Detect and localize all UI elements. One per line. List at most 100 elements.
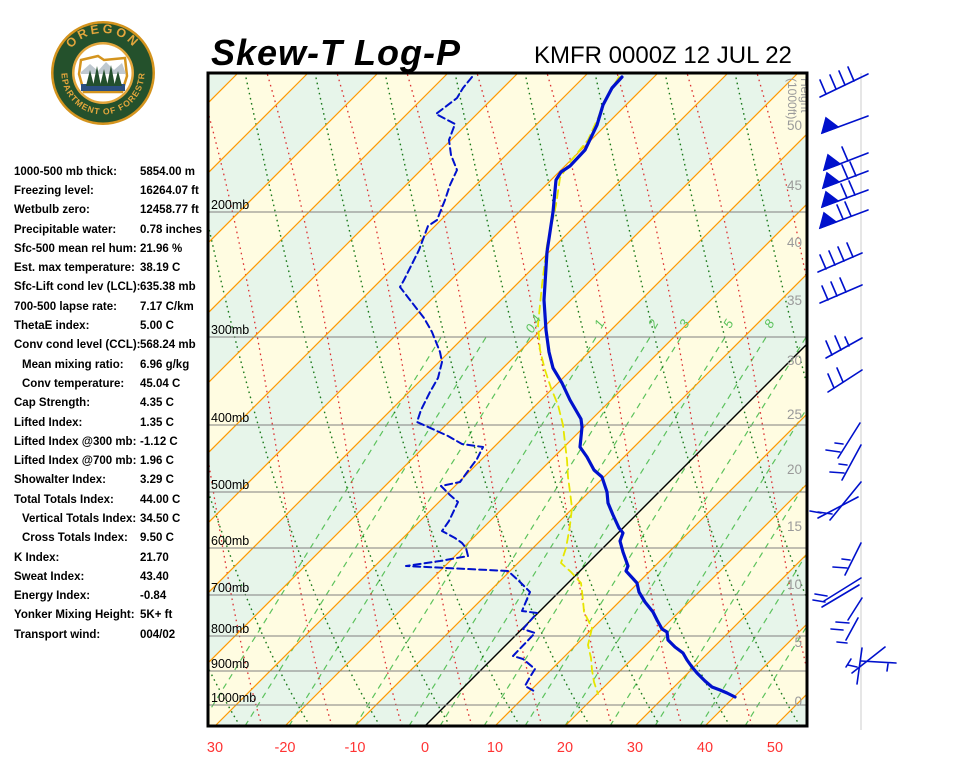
- svg-text:10: 10: [487, 740, 503, 756]
- stats-label: ThetaE index:: [14, 320, 90, 333]
- stats-label: Sfc-500 mean rel hum:: [14, 242, 137, 255]
- stats-value: 21.70: [140, 551, 169, 564]
- stats-value: 1.35 C: [140, 416, 174, 429]
- stats-value: 21.96 %: [140, 242, 183, 255]
- stats-label: Conv cond level (CCL):: [14, 339, 141, 352]
- stats-value: 3.29 C: [140, 474, 174, 487]
- stats-value: 43.40: [140, 570, 169, 583]
- svg-text:30: 30: [627, 740, 643, 756]
- stats-value: 004/02: [140, 628, 176, 641]
- stats-label: Conv temperature:: [22, 377, 125, 390]
- stats-row: Conv cond level (CCL): 568.24 mb: [14, 336, 214, 355]
- svg-text:(1000ft): (1000ft): [785, 78, 799, 119]
- stats-label: K Index:: [14, 551, 60, 564]
- stats-row: Sfc-Lift cond lev (LCL): 635.38 mb: [14, 278, 214, 297]
- oregon-forestry-logo-icon: OREGON DEPARTMENT OF FORESTRY: [44, 8, 158, 135]
- svg-text:20: 20: [787, 462, 802, 477]
- stats-label: 1000-500 mb thick:: [14, 165, 117, 178]
- stats-row: Lifted Index @700 mb: 1.96 C: [14, 451, 214, 470]
- stats-label: Showalter Index:: [14, 474, 107, 487]
- svg-text:-20: -20: [275, 740, 296, 756]
- stats-row: Vertical Totals Index: 34.50 C: [14, 509, 214, 528]
- stats-value: 12458.77 ft: [140, 204, 199, 217]
- stats-row: 700-500 lapse rate: 7.17 C/km: [14, 297, 214, 316]
- stats-row: Wetbulb zero: 12458.77 ft: [14, 201, 214, 220]
- svg-text:40: 40: [697, 740, 713, 756]
- stats-value: 635.38 mb: [140, 281, 196, 294]
- stats-label: Transport wind:: [14, 628, 101, 641]
- stats-row: Lifted Index: 1.35 C: [14, 413, 214, 432]
- svg-text:15: 15: [787, 519, 802, 534]
- stats-label: Wetbulb zero:: [14, 204, 90, 217]
- svg-text:1000mb: 1000mb: [211, 691, 256, 705]
- stats-row: Energy Index: -0.84: [14, 587, 214, 606]
- stats-label: Cap Strength:: [14, 397, 91, 410]
- stats-label: Cross Totals Index:: [22, 532, 128, 545]
- stats-row: Sfc-500 mean rel hum: 21.96 %: [14, 239, 214, 258]
- stats-label: Est. max temperature:: [14, 262, 135, 275]
- stats-label: 700-500 lapse rate:: [14, 300, 117, 313]
- svg-text:500mb: 500mb: [211, 478, 249, 492]
- stats-value: 34.50 C: [140, 512, 181, 525]
- stats-label: Mean mixing ratio:: [22, 358, 124, 371]
- stats-row: Conv temperature: 45.04 C: [14, 374, 214, 393]
- stats-row: Precipitable water: 0.78 inches: [14, 220, 214, 239]
- station-datetime-label: KMFR 0000Z 12 JUL 22: [534, 42, 792, 69]
- stats-value: 7.17 C/km: [140, 300, 194, 313]
- stats-label: Freezing level:: [14, 184, 94, 197]
- svg-text:700mb: 700mb: [211, 581, 249, 595]
- svg-text:0: 0: [421, 740, 429, 756]
- stats-value: 44.00 C: [140, 493, 181, 506]
- svg-text:800mb: 800mb: [211, 622, 249, 636]
- stats-value: 9.50 C: [140, 532, 174, 545]
- stats-row: Showalter Index: 3.29 C: [14, 471, 214, 490]
- stats-row: Est. max temperature: 38.19 C: [14, 258, 214, 277]
- stats-value: 5854.00 m: [140, 165, 195, 178]
- stats-value: 45.04 C: [140, 377, 181, 390]
- stats-label: Yonker Mixing Height:: [14, 609, 135, 622]
- svg-text:Height: Height: [798, 78, 812, 113]
- stats-row: Total Totals Index: 44.00 C: [14, 490, 214, 509]
- svg-text:20: 20: [557, 740, 573, 756]
- stats-row: Transport wind: 004/02: [14, 625, 214, 644]
- svg-text:0: 0: [794, 694, 802, 709]
- stats-label: Lifted Index @300 mb:: [14, 435, 137, 448]
- logo-state-emblem: [77, 54, 129, 94]
- svg-text:50: 50: [787, 118, 802, 133]
- stats-panel: 1000-500 mb thick: 5854.00 m Freezing leve…: [14, 162, 214, 644]
- svg-text:900mb: 900mb: [211, 657, 249, 671]
- svg-text:30: 30: [787, 353, 802, 368]
- svg-text:35: 35: [787, 293, 802, 308]
- svg-text:400mb: 400mb: [211, 411, 249, 425]
- stats-value: -0.84: [140, 590, 167, 603]
- svg-text:300mb: 300mb: [211, 323, 249, 337]
- svg-text:45: 45: [787, 178, 802, 193]
- stats-row: Yonker Mixing Height: 5K+ ft: [14, 606, 214, 625]
- svg-text:-10: -10: [345, 740, 366, 756]
- svg-text:25: 25: [787, 407, 802, 422]
- stats-row: Cross Totals Index: 9.50 C: [14, 529, 214, 548]
- stats-value: 4.35 C: [140, 397, 174, 410]
- stats-row: Freezing level: 16264.07 ft: [14, 181, 214, 200]
- stats-label: Vertical Totals Index:: [22, 512, 137, 525]
- stats-value: 6.96 g/kg: [140, 358, 190, 371]
- svg-text:600mb: 600mb: [211, 534, 249, 548]
- stats-value: 568.24 mb: [140, 339, 196, 352]
- stats-value: 38.19 C: [140, 262, 181, 275]
- stats-label: Sweat Index:: [14, 570, 85, 583]
- stats-value: 16264.07 ft: [140, 184, 199, 197]
- svg-text:50: 50: [767, 740, 783, 756]
- svg-text:200mb: 200mb: [211, 198, 249, 212]
- stats-label: Energy Index:: [14, 590, 91, 603]
- svg-text:40: 40: [787, 235, 802, 250]
- stats-value: 5.00 C: [140, 320, 174, 333]
- stats-label: Sfc-Lift cond lev (LCL):: [14, 281, 141, 294]
- stats-row: Lifted Index @300 mb: -1.12 C: [14, 432, 214, 451]
- stats-label: Lifted Index @700 mb:: [14, 455, 137, 468]
- page-title: Skew-T Log-P: [211, 32, 462, 73]
- svg-text:10: 10: [787, 577, 802, 592]
- stats-value: 1.96 C: [140, 455, 174, 468]
- svg-text:5: 5: [794, 635, 802, 650]
- stats-row: ThetaE index: 5.00 C: [14, 316, 214, 335]
